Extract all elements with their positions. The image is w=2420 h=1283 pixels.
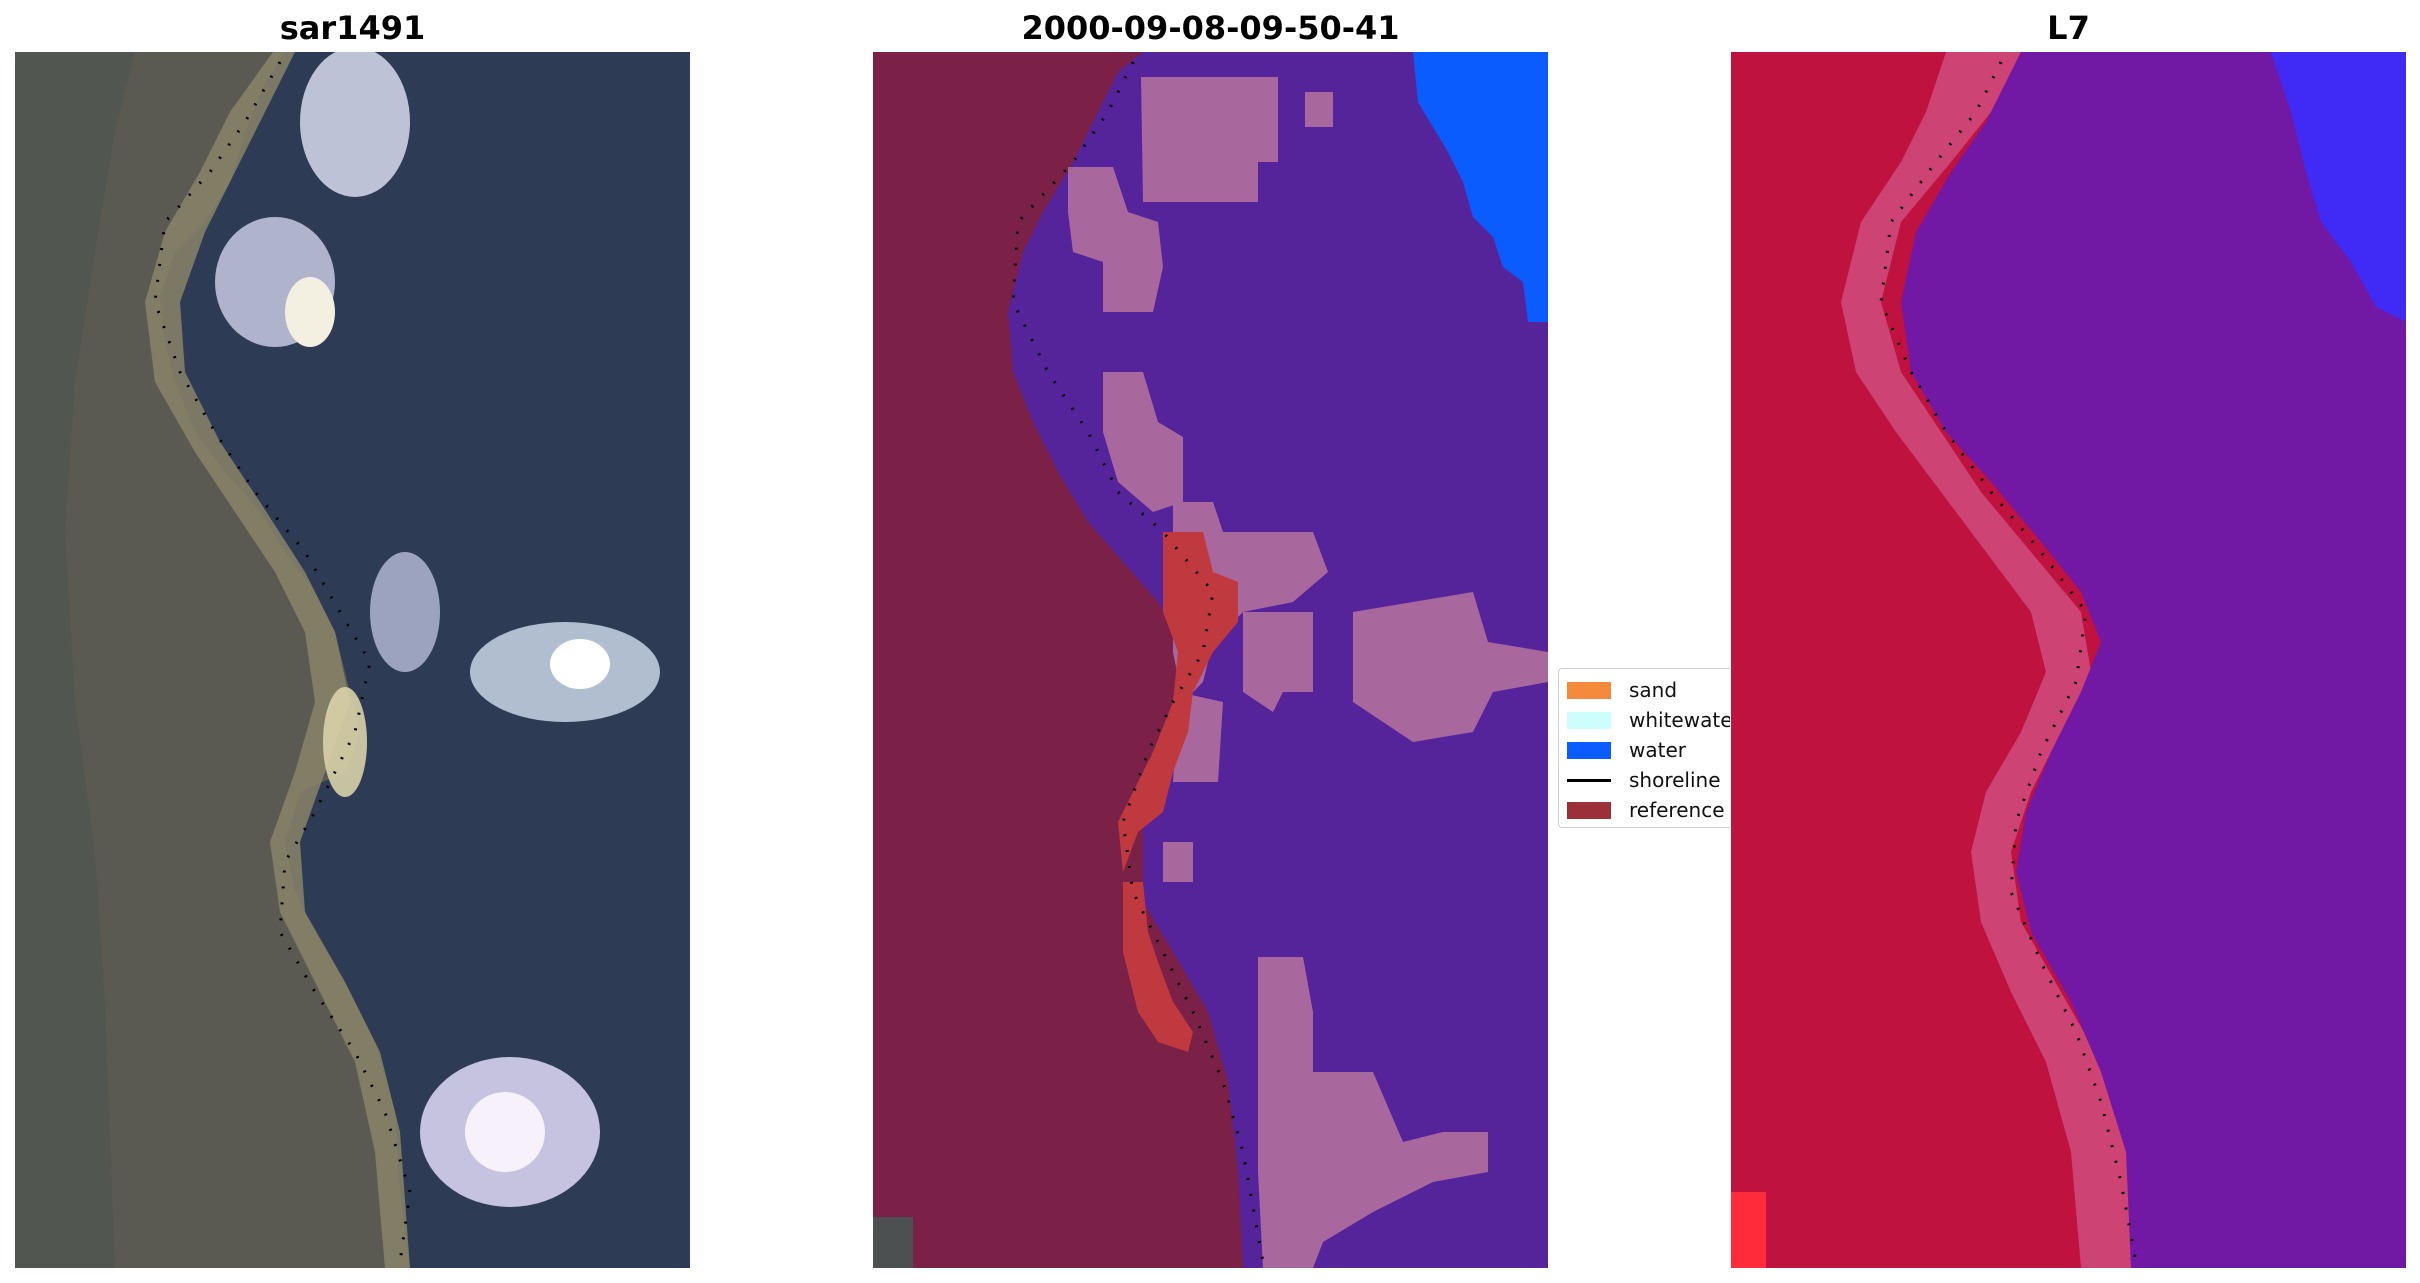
classification-panel (873, 52, 1548, 1268)
rgb-image-panel (15, 52, 690, 1268)
classification-image (873, 52, 1548, 1268)
legend-item-whitewater: whitewate (1559, 705, 1730, 735)
legend-item-water: water (1559, 735, 1730, 765)
rgb-image (15, 52, 690, 1268)
legend-label: sand (1629, 678, 1678, 702)
legend-swatch-water (1567, 741, 1611, 759)
legend-label: whitewate (1629, 708, 1730, 732)
legend-label: water (1629, 738, 1686, 762)
legend-item-reference: reference (1559, 795, 1730, 825)
panel-title-false-color: L7 (2047, 9, 2090, 47)
legend-swatch-reference (1567, 801, 1611, 819)
false-color-panel (1731, 52, 2406, 1268)
legend-item-shoreline: shoreline (1559, 765, 1730, 795)
legend-label: shoreline (1629, 768, 1721, 792)
legend-swatch-whitewater (1567, 711, 1611, 729)
legend-swatch-sand (1567, 681, 1611, 699)
panel-title-rgb: sar1491 (279, 9, 426, 47)
panel-title-classification: 2000-09-08-09-50-41 (1021, 9, 1400, 47)
legend: sand whitewate water shoreline reference (1558, 668, 1730, 828)
false-color-image (1731, 52, 2406, 1268)
legend-label: reference (1629, 798, 1725, 822)
legend-item-sand: sand (1559, 675, 1730, 705)
legend-line-shoreline (1567, 778, 1611, 782)
